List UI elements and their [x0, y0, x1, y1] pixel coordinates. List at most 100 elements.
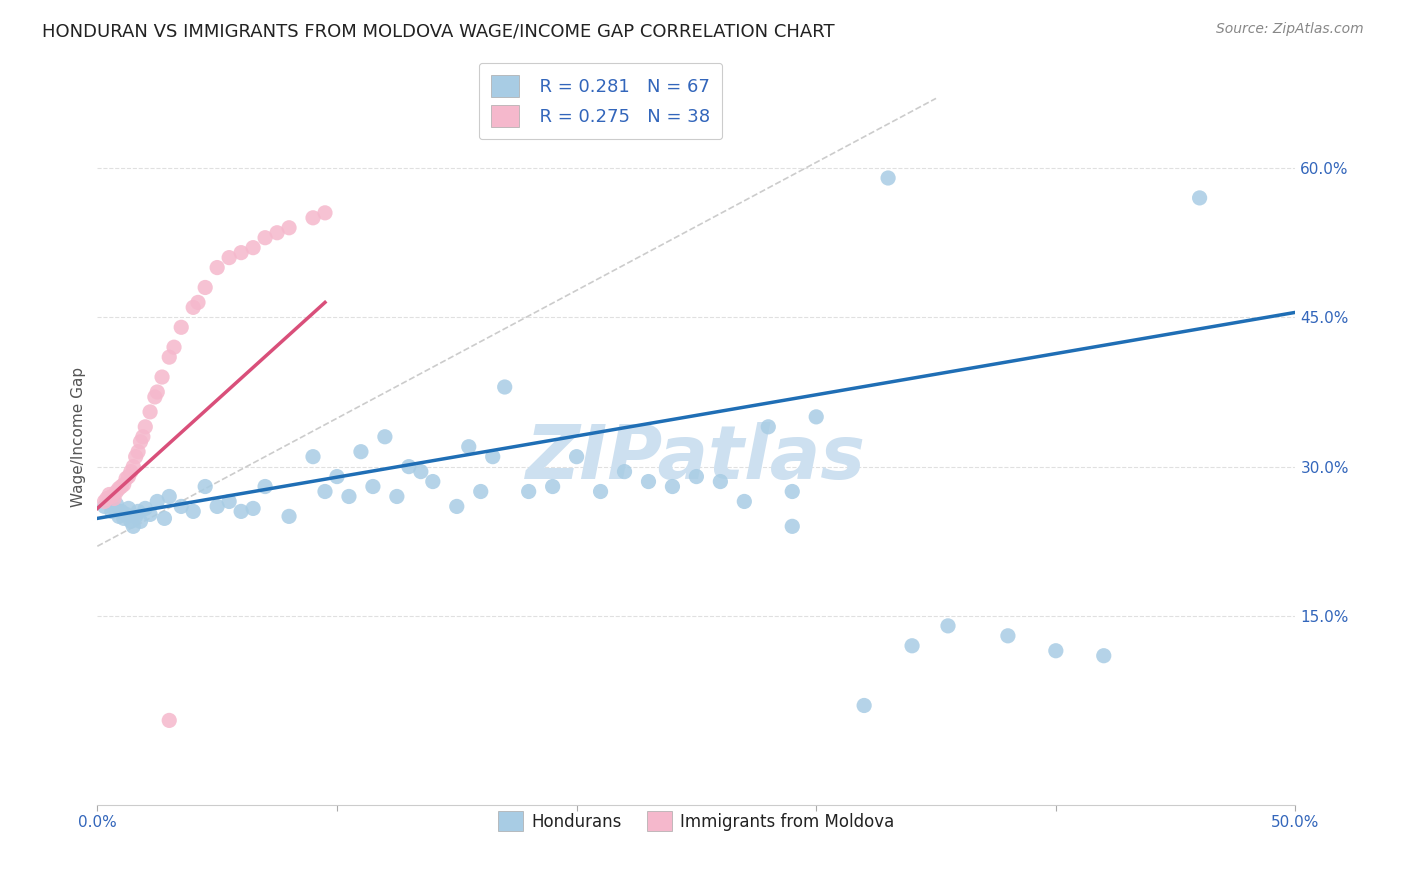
Point — [103, 491, 125, 506]
Point — [205, 260, 228, 275]
Text: Source: ZipAtlas.com: Source: ZipAtlas.com — [1216, 22, 1364, 37]
Point — [517, 484, 540, 499]
Point — [541, 479, 564, 493]
Point — [110, 504, 132, 518]
Point — [229, 504, 252, 518]
Point — [122, 519, 145, 533]
Point — [613, 465, 636, 479]
Point — [98, 494, 121, 508]
Point — [589, 484, 612, 499]
Point — [98, 487, 121, 501]
Point — [181, 301, 204, 315]
Point — [143, 390, 166, 404]
Text: ZIPatlas: ZIPatlas — [526, 422, 866, 495]
Point — [733, 494, 755, 508]
Point — [661, 479, 683, 493]
Point — [132, 430, 155, 444]
Point — [115, 472, 138, 486]
Point — [218, 251, 240, 265]
Point — [117, 501, 139, 516]
Point — [877, 171, 900, 186]
Point — [446, 500, 468, 514]
Point — [685, 469, 707, 483]
Point — [398, 459, 420, 474]
Point — [93, 500, 115, 514]
Point — [105, 498, 128, 512]
Point — [780, 484, 803, 499]
Point — [361, 479, 384, 493]
Point — [194, 280, 217, 294]
Point — [125, 450, 148, 464]
Point — [422, 475, 444, 489]
Point — [709, 475, 731, 489]
Point — [470, 484, 492, 499]
Point — [100, 504, 122, 518]
Point — [302, 450, 325, 464]
Point — [853, 698, 876, 713]
Point — [181, 504, 204, 518]
Point — [278, 220, 301, 235]
Point — [242, 241, 264, 255]
Point — [112, 477, 135, 491]
Point — [153, 511, 176, 525]
Point — [302, 211, 325, 225]
Point — [565, 450, 588, 464]
Point — [139, 405, 162, 419]
Point — [350, 444, 373, 458]
Point — [134, 501, 156, 516]
Point — [997, 629, 1019, 643]
Point — [205, 500, 228, 514]
Point — [254, 479, 277, 493]
Point — [218, 494, 240, 508]
Point — [112, 511, 135, 525]
Point — [1188, 191, 1211, 205]
Point — [187, 295, 209, 310]
Point — [157, 350, 180, 364]
Point — [314, 206, 336, 220]
Point — [127, 504, 149, 518]
Point — [129, 514, 152, 528]
Point — [108, 509, 131, 524]
Point — [163, 340, 186, 354]
Point — [96, 491, 118, 506]
Point — [1092, 648, 1115, 663]
Point — [374, 430, 396, 444]
Point — [125, 509, 148, 524]
Point — [242, 501, 264, 516]
Point — [756, 419, 779, 434]
Point — [129, 434, 152, 449]
Legend: Hondurans, Immigrants from Moldova: Hondurans, Immigrants from Moldova — [485, 797, 908, 845]
Point — [266, 226, 288, 240]
Point — [1045, 644, 1067, 658]
Point — [278, 509, 301, 524]
Point — [457, 440, 479, 454]
Point — [254, 230, 277, 244]
Point — [105, 484, 128, 499]
Point — [494, 380, 516, 394]
Point — [385, 490, 408, 504]
Point — [409, 465, 432, 479]
Point — [127, 444, 149, 458]
Point — [120, 514, 142, 528]
Point — [120, 465, 142, 479]
Point — [157, 490, 180, 504]
Point — [326, 469, 349, 483]
Point — [936, 619, 959, 633]
Point — [170, 320, 193, 334]
Point — [314, 484, 336, 499]
Point — [117, 469, 139, 483]
Point — [481, 450, 503, 464]
Point — [100, 490, 122, 504]
Point — [110, 479, 132, 493]
Point — [780, 519, 803, 533]
Point — [170, 500, 193, 514]
Point — [901, 639, 924, 653]
Y-axis label: Wage/Income Gap: Wage/Income Gap — [72, 367, 86, 507]
Point — [146, 384, 169, 399]
Point — [806, 409, 828, 424]
Point — [637, 475, 659, 489]
Point — [122, 459, 145, 474]
Text: HONDURAN VS IMMIGRANTS FROM MOLDOVA WAGE/INCOME GAP CORRELATION CHART: HONDURAN VS IMMIGRANTS FROM MOLDOVA WAGE… — [42, 22, 835, 40]
Point — [157, 714, 180, 728]
Point — [134, 419, 156, 434]
